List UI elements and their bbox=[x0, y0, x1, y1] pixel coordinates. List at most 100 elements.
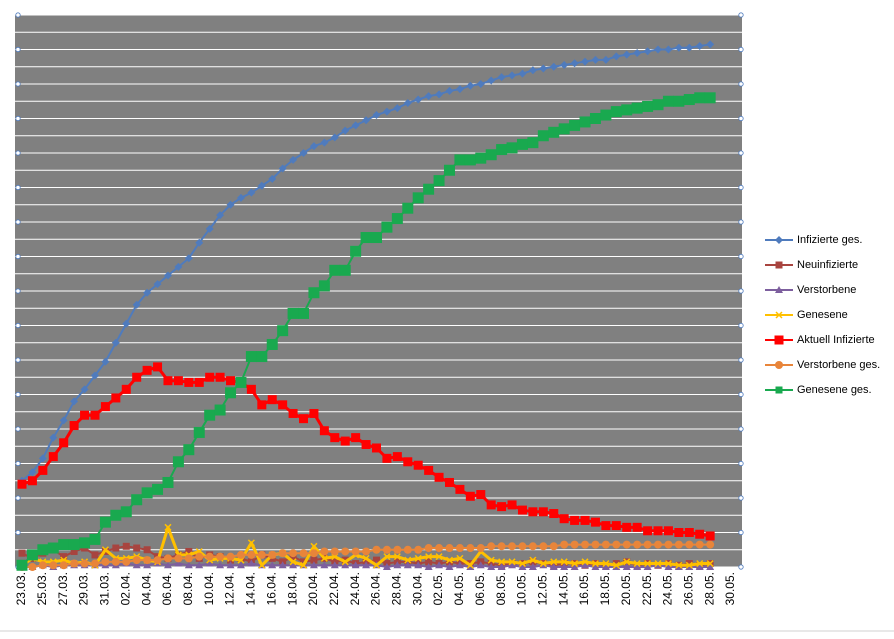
marker bbox=[267, 395, 277, 405]
marker bbox=[393, 104, 402, 113]
y2-tick bbox=[738, 115, 744, 122]
marker bbox=[257, 550, 266, 559]
marker bbox=[89, 533, 101, 545]
marker bbox=[579, 116, 591, 128]
marker bbox=[226, 561, 235, 569]
x-tick-label: 24.04. bbox=[348, 572, 362, 605]
marker bbox=[591, 540, 600, 549]
marker bbox=[382, 107, 391, 116]
marker bbox=[550, 558, 558, 566]
marker bbox=[601, 540, 610, 549]
y2-tick bbox=[738, 322, 744, 329]
marker bbox=[236, 193, 245, 202]
marker bbox=[508, 558, 516, 566]
marker bbox=[508, 561, 517, 569]
marker bbox=[560, 558, 568, 566]
marker bbox=[69, 421, 79, 431]
x-tick-label: 04.04. bbox=[139, 572, 153, 605]
marker bbox=[685, 43, 694, 52]
marker bbox=[570, 540, 579, 549]
marker bbox=[590, 517, 600, 527]
marker bbox=[174, 554, 183, 563]
marker bbox=[497, 563, 506, 570]
marker bbox=[184, 254, 193, 263]
marker bbox=[235, 376, 247, 388]
y2-tick bbox=[738, 391, 744, 398]
marker bbox=[612, 561, 620, 569]
marker bbox=[287, 307, 299, 319]
marker bbox=[695, 563, 704, 570]
marker bbox=[674, 540, 683, 549]
marker bbox=[361, 440, 371, 450]
x-tick-label: 26.04. bbox=[369, 572, 383, 605]
marker bbox=[393, 561, 402, 569]
marker bbox=[516, 138, 528, 150]
marker bbox=[570, 515, 580, 525]
x-tick-label: 28.05. bbox=[702, 572, 716, 605]
marker bbox=[601, 55, 610, 64]
marker bbox=[173, 376, 183, 386]
series bbox=[18, 40, 715, 485]
y2-tick bbox=[738, 81, 744, 87]
marker bbox=[38, 454, 47, 463]
y2-tick bbox=[738, 529, 744, 536]
legend-label: Aktuell Infizierte bbox=[797, 334, 875, 346]
series bbox=[16, 92, 716, 571]
marker bbox=[508, 542, 517, 551]
x-tick-label: 31.03. bbox=[98, 572, 112, 605]
marker bbox=[425, 553, 433, 561]
marker bbox=[633, 540, 642, 549]
marker bbox=[539, 542, 548, 551]
marker bbox=[339, 264, 351, 276]
marker bbox=[153, 362, 163, 372]
marker bbox=[162, 476, 174, 488]
marker bbox=[581, 561, 590, 569]
marker bbox=[654, 45, 663, 54]
marker bbox=[79, 537, 91, 549]
marker bbox=[299, 414, 309, 424]
marker bbox=[433, 175, 445, 187]
marker bbox=[49, 561, 58, 570]
marker bbox=[570, 563, 579, 570]
marker bbox=[101, 546, 109, 554]
marker bbox=[360, 232, 372, 244]
marker bbox=[193, 426, 205, 438]
x-tick-label: 24.05. bbox=[661, 572, 675, 605]
marker bbox=[90, 559, 99, 568]
y2-tick bbox=[738, 357, 744, 363]
marker bbox=[581, 558, 589, 566]
marker bbox=[392, 452, 402, 462]
marker bbox=[444, 477, 454, 487]
x-tick-label: 20.04. bbox=[306, 572, 320, 605]
y-tick bbox=[15, 460, 21, 467]
marker bbox=[695, 42, 704, 51]
marker bbox=[340, 436, 350, 446]
marker bbox=[184, 377, 194, 387]
marker bbox=[268, 561, 277, 569]
marker bbox=[486, 500, 496, 510]
marker bbox=[774, 335, 784, 345]
marker bbox=[560, 540, 569, 549]
marker bbox=[600, 109, 612, 121]
marker bbox=[402, 202, 414, 214]
marker bbox=[443, 164, 455, 176]
x-tick-label: 04.05. bbox=[452, 572, 466, 605]
marker bbox=[59, 438, 69, 448]
x-tick-label: 25.03. bbox=[35, 572, 49, 605]
marker bbox=[685, 561, 693, 569]
marker bbox=[172, 456, 184, 468]
y-tick bbox=[15, 219, 21, 225]
marker bbox=[80, 410, 90, 420]
marker bbox=[424, 544, 433, 553]
marker bbox=[683, 94, 695, 106]
marker bbox=[164, 523, 172, 531]
marker bbox=[623, 558, 631, 566]
marker bbox=[350, 245, 362, 257]
marker bbox=[445, 86, 454, 95]
marker bbox=[497, 73, 506, 82]
marker bbox=[38, 561, 47, 570]
marker bbox=[184, 554, 193, 563]
marker bbox=[288, 408, 298, 418]
marker bbox=[518, 563, 527, 570]
